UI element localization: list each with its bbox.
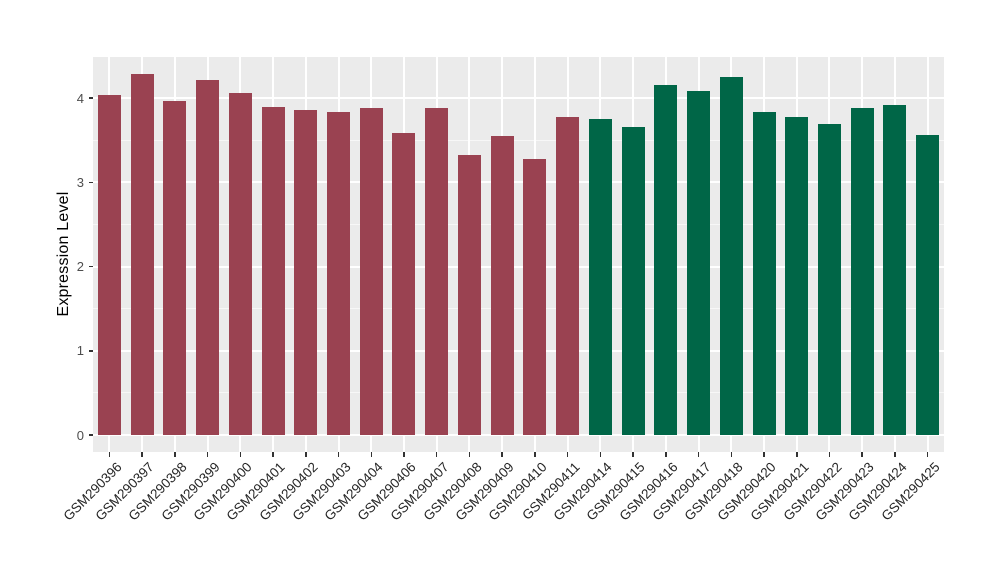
bar-GSM290415 — [621, 126, 645, 435]
y-tick-label: 1 — [76, 343, 84, 359]
x-tick-mark — [468, 452, 471, 457]
bar-GSM290406 — [392, 133, 416, 435]
y-tick-mark — [88, 434, 93, 436]
gridline-major — [93, 265, 944, 268]
y-axis-title: Expression Level — [55, 191, 72, 317]
bar-GSM290410 — [523, 158, 547, 435]
bar-GSM290404 — [359, 108, 383, 435]
bar-GSM290424 — [883, 104, 907, 435]
bar-GSM290418 — [719, 76, 743, 435]
gridline-major — [93, 434, 944, 436]
gridline-major — [93, 181, 944, 184]
x-tick-mark — [370, 452, 372, 457]
bar-GSM290420 — [752, 112, 776, 435]
x-tick-mark — [861, 452, 863, 457]
bar-GSM290402 — [294, 109, 318, 435]
x-tick-mark — [141, 452, 143, 457]
gridline-minor — [93, 223, 944, 225]
x-tick-mark — [632, 452, 634, 457]
bar-GSM290403 — [327, 111, 350, 435]
x-tick-mark — [730, 452, 732, 457]
bar-GSM290421 — [785, 117, 809, 435]
x-tick-mark — [796, 452, 798, 457]
x-tick-mark — [697, 452, 700, 457]
x-tick-mark — [272, 452, 274, 457]
x-tick-mark — [566, 452, 569, 457]
y-tick-mark — [88, 265, 93, 268]
x-tick-mark — [108, 452, 111, 457]
bar-GSM290409 — [490, 135, 514, 435]
gridline-major — [93, 349, 944, 352]
x-tick-mark — [534, 452, 536, 457]
x-tick-mark — [435, 452, 438, 457]
bar-GSM290401 — [261, 107, 285, 435]
y-tick-mark — [88, 181, 93, 183]
bar-GSM290408 — [457, 155, 481, 435]
x-tick-mark — [337, 452, 340, 457]
bar-GSM290422 — [817, 124, 841, 435]
bar-GSM290396 — [97, 94, 121, 435]
y-tick-label: 4 — [76, 90, 84, 106]
bar-GSM290400 — [228, 92, 252, 435]
bar-GSM290398 — [163, 100, 187, 435]
x-tick-mark — [206, 452, 209, 457]
y-tick-label: 0 — [76, 427, 84, 443]
gridline-minor — [93, 139, 944, 141]
gridline-major — [93, 97, 944, 99]
bar-GSM290407 — [425, 108, 449, 435]
bar-GSM290397 — [130, 74, 154, 435]
x-tick-mark — [305, 452, 307, 457]
bar-GSM290416 — [654, 85, 678, 435]
x-tick-mark — [828, 452, 831, 457]
y-tick-label: 3 — [76, 174, 84, 190]
gridline-minor — [93, 392, 944, 394]
gridline-minor — [93, 308, 944, 310]
x-tick-mark — [501, 452, 503, 457]
bar-GSM290423 — [850, 108, 874, 435]
x-tick-mark — [926, 452, 929, 457]
x-tick-mark — [174, 452, 176, 457]
bar-GSM290414 — [588, 119, 612, 435]
x-tick-mark — [239, 452, 241, 457]
plot-panel — [93, 57, 944, 452]
x-tick-mark — [665, 452, 667, 457]
y-tick-label: 2 — [76, 259, 84, 274]
y-tick-mark — [88, 350, 93, 352]
bar-GSM290411 — [556, 117, 580, 435]
bar-GSM290399 — [196, 80, 220, 435]
y-tick-mark — [88, 97, 93, 99]
x-tick-mark — [763, 452, 765, 457]
bar-GSM290425 — [916, 135, 940, 435]
x-tick-mark — [599, 452, 602, 457]
x-tick-mark — [894, 452, 896, 457]
bar-GSM290417 — [687, 91, 710, 435]
x-tick-mark — [403, 452, 405, 457]
